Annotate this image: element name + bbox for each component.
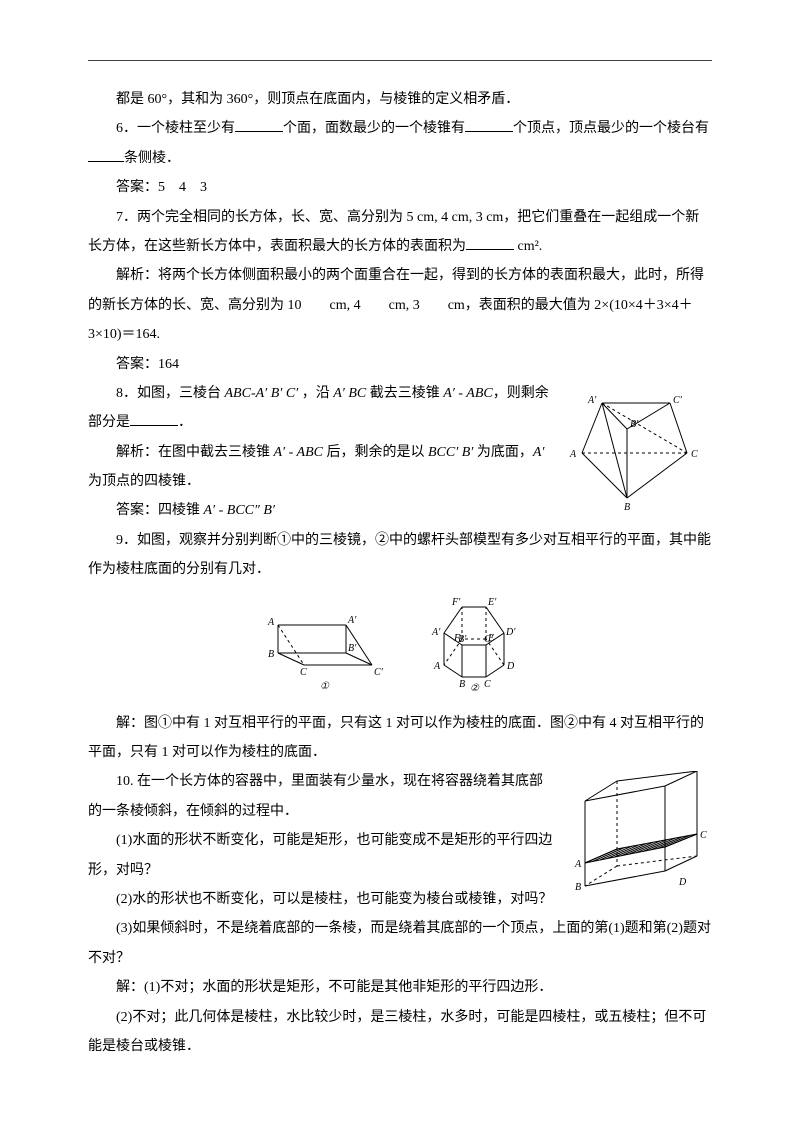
blank-vertices [465, 117, 513, 132]
q10-3: (3)如果倾斜时，不是绕着底部的一条棱，而是绕着其底部的一个顶点，上面的第(1)… [88, 914, 712, 973]
q7: 7．两个完全相同的长方体，长、宽、高分别为 5 cm, 4 cm, 3 cm，把… [88, 203, 712, 262]
q9: 9．如图，观察并分别判断①中的三棱镜，②中的螺杆头部模型有多少对互相平行的平面，… [88, 526, 712, 585]
q7-sol: 解析：将两个长方体侧面积最小的两个面重合在一起，得到的长方体的表面积最大，此时，… [88, 261, 712, 349]
q6-b: 个面，面数最少的一个棱锥有 [283, 121, 465, 136]
svg-text:C: C [484, 679, 491, 690]
a6: 答案：5 4 3 [88, 173, 712, 202]
q8-b: ABC-A′ B′ C′ [225, 386, 299, 401]
svg-text:C: C [691, 449, 698, 460]
q6-a: 6．一个棱柱至少有 [116, 121, 235, 136]
a8-a: 答案：四棱锥 [116, 503, 204, 518]
svg-text:F′: F′ [451, 597, 461, 608]
a10-1: 解：(1)不对；水面的形状是矩形，不可能是其他非矩形的平行四边形． [88, 973, 712, 1002]
svg-text:B: B [624, 502, 630, 513]
q8s-c: 后，剩余的是以 [323, 445, 428, 460]
svg-text:B: B [575, 882, 581, 893]
top-rule [88, 60, 712, 61]
svg-text:B: B [268, 649, 274, 660]
svg-text:B′: B′ [348, 643, 357, 654]
q6: 6．一个棱柱至少有 个面，面数最少的一个棱锥有 个顶点，顶点最少的一个棱台有条侧棱． [88, 114, 712, 173]
svg-text:A: A [574, 859, 582, 870]
svg-text:①: ① [320, 681, 330, 692]
svg-text:A: A [569, 449, 577, 460]
q8-f: A′ - ABC [443, 386, 492, 401]
a10-2: (2)不对；此几何体是棱柱，水比较少时，是三棱柱，水多时，可能是四棱柱，或五棱柱… [88, 1003, 712, 1062]
blank-area [466, 235, 514, 250]
svg-text:A: A [267, 617, 275, 628]
q8s-b: A′ - ABC [274, 445, 323, 460]
blank-remain [130, 411, 178, 426]
q8-d: A′ BC [333, 386, 366, 401]
svg-text:A: A [433, 661, 441, 672]
svg-text:D′: D′ [505, 627, 516, 638]
fig-frustum: A B C A′ B′ C′ [562, 383, 712, 513]
svg-text:C′: C′ [673, 395, 683, 406]
svg-text:C′: C′ [374, 667, 384, 678]
svg-text:D: D [506, 661, 515, 672]
q8s-d: BCC′ B′ [428, 445, 473, 460]
q8s-g: 为顶点的四棱锥． [88, 474, 200, 489]
q8s-e: 为底面， [473, 445, 533, 460]
q8s-a: 解析：在图中截去三棱锥 [116, 445, 274, 460]
svg-text:A′: A′ [587, 395, 597, 406]
a9: 解：图①中有 1 对互相平行的平面，只有这 1 对可以作为棱柱的底面．图②中有 … [88, 709, 712, 768]
q8-a: 8．如图，三棱台 [116, 386, 225, 401]
svg-text:A′: A′ [347, 615, 357, 626]
svg-text:②: ② [470, 683, 480, 694]
svg-text:B′: B′ [458, 634, 467, 645]
fig-prisms: ABCA′B′C′①ABCDEFA′B′C′D′E′F′② [88, 595, 712, 695]
blank-faces [235, 117, 283, 132]
q8-c: ，沿 [298, 386, 333, 401]
q7-b: cm². [514, 239, 542, 254]
q6-c: 个顶点，顶点最少的一个棱台有 [513, 121, 709, 136]
svg-text:B: B [459, 679, 465, 690]
svg-text:C: C [300, 667, 307, 678]
q6-d: 条侧棱． [124, 151, 180, 166]
q8s-f: A′ [533, 445, 545, 460]
line-prev: 都是 60°，其和为 360°，则顶点在底面内，与棱锥的定义相矛盾． [88, 85, 712, 114]
svg-text:C: C [700, 830, 707, 841]
svg-text:B′: B′ [630, 419, 639, 430]
fig-cuboid: A B C D [567, 771, 712, 901]
a8-b: A′ - BCC″ B′ [204, 503, 275, 518]
a7: 答案：164 [88, 350, 712, 379]
q8-h: ． [178, 415, 192, 430]
q7-a: 7．两个完全相同的长方体，长、宽、高分别为 5 cm, 4 cm, 3 cm，把… [88, 210, 699, 254]
svg-text:D: D [678, 877, 687, 888]
q8-e: 截去三棱锥 [366, 386, 443, 401]
blank-edges [88, 147, 124, 162]
svg-text:E′: E′ [487, 597, 497, 608]
svg-text:C′: C′ [484, 634, 494, 645]
svg-text:A′: A′ [431, 627, 441, 638]
